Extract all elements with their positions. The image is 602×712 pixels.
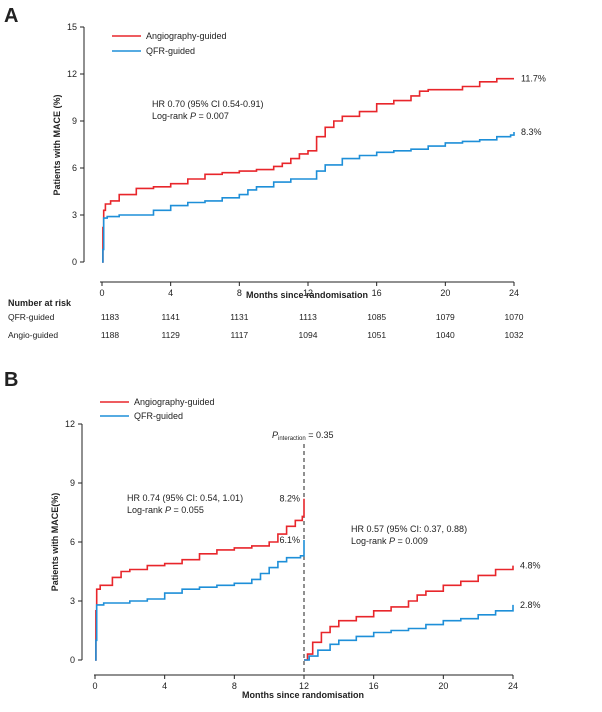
risk-cell: 1040	[436, 330, 455, 340]
curve-qfr	[102, 132, 515, 263]
panel-a-letter: A	[4, 5, 18, 27]
legend-label-angio: Angiography-guided	[146, 31, 227, 41]
end-label-qfr-0-12: 6.1%	[279, 535, 300, 545]
curve-qfr-12-24	[304, 604, 514, 661]
x-tick-label: 12	[299, 681, 309, 691]
x-tick-label: 4	[168, 288, 173, 298]
y-tick-label: 6	[72, 163, 77, 173]
x-tick-label: 0	[92, 681, 97, 691]
x-tick-label: 8	[232, 681, 237, 691]
panel-a-y-ticks: 0 3 6 9 12 15	[67, 22, 84, 267]
panel-b-hr-right-text: HR 0.57 (95% CI: 0.37, 0.88)	[351, 524, 467, 534]
panel-a-legend: Angiography-guided QFR-guided	[112, 31, 227, 56]
panel-a-x-ticks: 0 4 8 12 16 20 24	[99, 282, 519, 298]
panel-b-curves	[95, 498, 514, 661]
risk-cell: 1085	[367, 312, 386, 322]
risk-row-label: Angio-guided	[8, 330, 58, 340]
x-tick-label: 24	[508, 681, 518, 691]
y-tick-label: 12	[65, 419, 75, 429]
risk-cell: 1188	[101, 330, 120, 340]
curve-angio-12-24	[304, 565, 514, 661]
end-label-qfr: 8.3%	[521, 127, 542, 137]
end-label-angio-12-24: 4.8%	[520, 561, 541, 571]
y-tick-label: 0	[70, 655, 75, 665]
legend-label-angio: Angiography-guided	[134, 397, 215, 407]
legend-label-qfr: QFR-guided	[134, 411, 183, 421]
x-tick-label: 16	[372, 288, 382, 298]
x-tick-label: 0	[99, 288, 104, 298]
curve-qfr-0-12	[95, 540, 305, 661]
panel-b-y-axis-title: Patients with MACE(%)	[50, 493, 60, 592]
x-tick-label: 20	[438, 681, 448, 691]
curve-angio-0-12	[95, 498, 305, 661]
x-tick-label: 24	[509, 288, 519, 298]
risk-cell: 1094	[299, 330, 318, 340]
y-tick-label: 3	[70, 596, 75, 606]
y-tick-label: 0	[72, 257, 77, 267]
panel-a-x-axis-title: Months since randomisation	[246, 290, 368, 300]
y-tick-label: 12	[67, 69, 77, 79]
panel-b-annotation-left: HR 0.74 (95% CI: 0.54, 1.01) Log-rank P …	[127, 493, 243, 515]
curve-angio	[102, 77, 514, 263]
panel-a: A 0 3 6 9 12 15 0 4 8 12 16 20 24 Patients with MAC…	[4, 5, 546, 340]
panel-b-legend: Angiography-guided QFR-guided	[100, 397, 215, 421]
risk-row-label: QFR-guided	[8, 312, 55, 322]
risk-cell: 1079	[436, 312, 455, 322]
panel-b-x-ticks: 0 4 8 12 16 20 24	[92, 675, 518, 691]
panel-a-y-axis-title: Patients with MACE (%)	[52, 94, 62, 195]
panel-a-hr-text: HR 0.70 (95% CI 0.54-0.91)	[152, 99, 264, 109]
risk-cell: 1117	[231, 330, 249, 340]
risk-table-title: Number at risk	[8, 298, 72, 308]
panel-b-logrank-left-text: Log-rank P = 0.055	[127, 505, 204, 515]
y-tick-label: 15	[67, 22, 77, 32]
x-tick-label: 12	[303, 288, 313, 298]
y-tick-label: 9	[72, 116, 77, 126]
risk-cell: 1131	[230, 312, 249, 322]
y-tick-label: 9	[70, 478, 75, 488]
risk-cell: 1032	[505, 330, 524, 340]
risk-table-rows: QFR-guided 1183 1141 1131 1113 1085 1079 1070 An…	[8, 312, 524, 340]
panel-a-end-labels: 11.7% 8.3%	[521, 74, 546, 137]
panel-b-y-ticks: 0 3 6 9 12	[65, 419, 82, 665]
x-tick-label: 20	[440, 288, 450, 298]
panel-b-end-labels: 8.2% 6.1% 4.8% 2.8%	[279, 494, 540, 610]
risk-cell: 1113	[299, 312, 317, 322]
risk-table: Number at risk QFR-guided 1183 1141 1131 111…	[8, 298, 524, 340]
risk-cell: 1051	[367, 330, 386, 340]
end-label-angio-0-12: 8.2%	[279, 494, 300, 504]
risk-cell: 1183	[101, 312, 120, 322]
panel-b-annotation-right: HR 0.57 (95% CI: 0.37, 0.88) Log-rank P …	[351, 524, 467, 546]
panel-b: B 0 3 6 9 12 0 4 8 12 16 20 24 Patients with MACE(…	[4, 369, 541, 700]
y-tick-label: 6	[70, 537, 75, 547]
p-interaction-label: Pinteraction = 0.35	[272, 430, 333, 442]
panel-b-logrank-right-text: Log-rank P = 0.009	[351, 536, 428, 546]
x-tick-label: 4	[162, 681, 167, 691]
panel-a-annotation: HR 0.70 (95% CI 0.54-0.91) Log-rank P = …	[152, 99, 264, 121]
panel-a-axes: 0 3 6 9 12 15 0 4 8 12 16 20 24	[67, 22, 519, 298]
panel-b-hr-left-text: HR 0.74 (95% CI: 0.54, 1.01)	[127, 493, 243, 503]
panel-b-x-axis-title: Months since randomisation	[242, 690, 364, 700]
x-tick-label: 16	[369, 681, 379, 691]
panel-a-curves	[102, 77, 515, 263]
panel-a-logrank-text: Log-rank P = 0.007	[152, 111, 229, 121]
risk-cell: 1129	[162, 330, 181, 340]
panel-b-axes: 0 3 6 9 12 0 4 8 12 16 20 24	[65, 419, 518, 691]
end-label-angio: 11.7%	[521, 74, 546, 84]
y-tick-label: 3	[72, 210, 77, 220]
x-tick-label: 8	[237, 288, 242, 298]
risk-cell: 1141	[162, 312, 181, 322]
risk-cell: 1070	[505, 312, 524, 322]
end-label-qfr-12-24: 2.8%	[520, 600, 541, 610]
panel-b-letter: B	[4, 369, 18, 391]
legend-label-qfr: QFR-guided	[146, 46, 195, 56]
